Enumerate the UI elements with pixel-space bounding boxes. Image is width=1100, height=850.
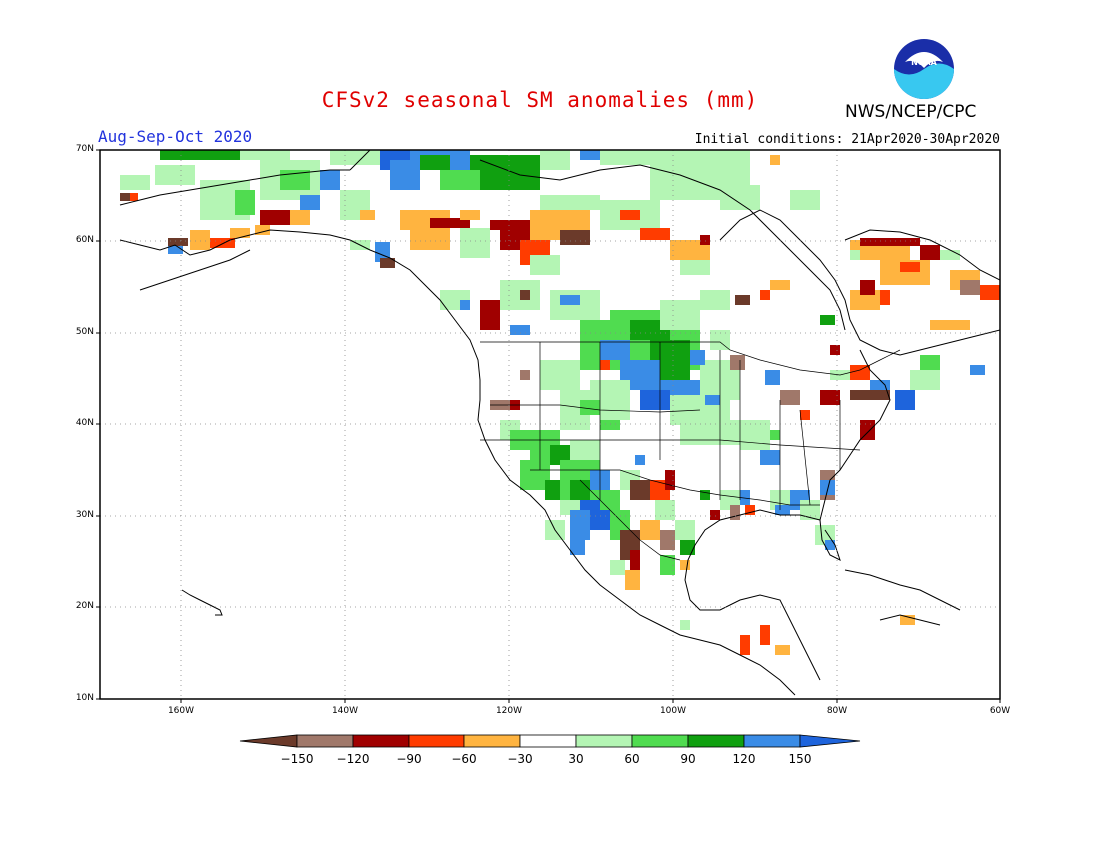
colorbar-swatch (743, 734, 801, 748)
colorbar-swatch (631, 734, 689, 748)
lat-tick-label: 60N (75, 235, 94, 245)
lon-tick-label: 60W (989, 706, 1011, 716)
lon-tick-label: 80W (826, 706, 848, 716)
lon-tick-label: 140W (331, 706, 359, 716)
colorbar-swatch (519, 734, 577, 748)
graticule (100, 150, 1000, 699)
colorbar-label: −90 (396, 752, 422, 766)
colorbar (239, 734, 861, 748)
lat-tick-label: 40N (75, 418, 94, 428)
colorbar-label: −30 (507, 752, 533, 766)
lat-tick-label: 30N (75, 510, 94, 520)
colorbar-swatch (463, 734, 521, 748)
initial-conditions-label: Initial conditions: 21Apr2020-30Apr2020 (694, 132, 1000, 147)
colorbar-swatch (408, 734, 465, 748)
lat-tick-label: 20N (75, 601, 94, 611)
chart-title: CFSv2 seasonal SM anomalies (mm) (321, 88, 759, 112)
colorbar-label: −150 (280, 752, 314, 766)
colorbar-label: −120 (336, 752, 370, 766)
colorbar-label: −60 (451, 752, 477, 766)
lon-tick-label: 160W (167, 706, 195, 716)
lon-tick-label: 100W (659, 706, 687, 716)
season-label: Aug-Sep-Oct 2020 (98, 127, 253, 146)
lat-tick-label: 50N (75, 327, 94, 337)
noaa-logo: NOAA (894, 39, 954, 99)
colorbar-swatch (352, 734, 410, 748)
colorbar-label: 30 (568, 752, 584, 766)
lon-tick-label: 120W (495, 706, 523, 716)
lat-tick-label: 70N (75, 144, 94, 154)
colorbar-high-arrow (799, 734, 861, 748)
colorbar-low-arrow (239, 734, 298, 748)
colorbar-swatch (296, 734, 354, 748)
agency-label: NWS/NCEP/CPC (845, 102, 977, 122)
colorbar-label: 150 (788, 752, 812, 766)
svg-text:NOAA: NOAA (911, 58, 937, 67)
colorbar-swatch (687, 734, 745, 748)
colorbar-label: 120 (732, 752, 756, 766)
political-borders (480, 341, 901, 561)
lat-tick-label: 10N (75, 693, 94, 703)
colorbar-label: 90 (680, 752, 696, 766)
colorbar-swatch (575, 734, 633, 748)
plot-frame (99, 149, 1001, 700)
colorbar-label: 60 (624, 752, 640, 766)
